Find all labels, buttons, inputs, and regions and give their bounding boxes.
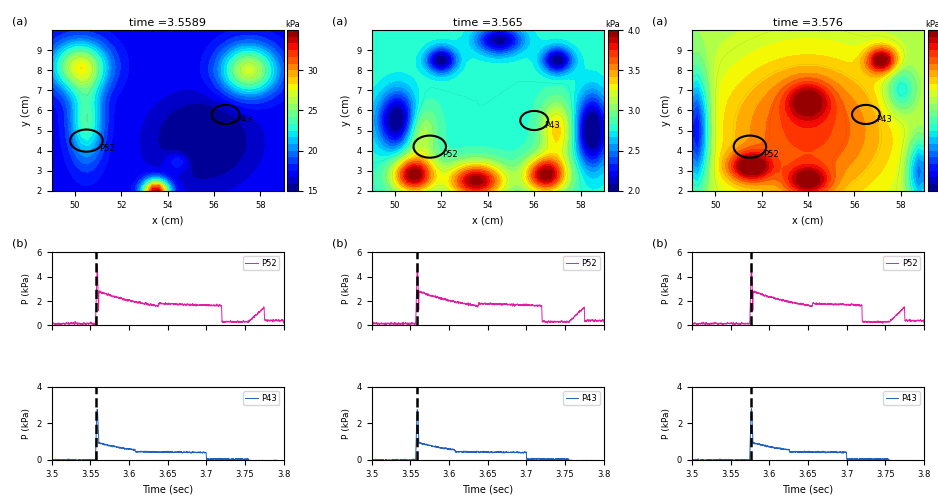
Y-axis label: y (cm): y (cm): [661, 95, 672, 126]
Title: kPa: kPa: [285, 20, 300, 29]
Text: P43: P43: [545, 120, 560, 130]
X-axis label: x (cm): x (cm): [793, 215, 824, 225]
Text: (a): (a): [653, 17, 668, 27]
Legend: P52: P52: [243, 256, 280, 270]
Text: (a): (a): [332, 17, 348, 27]
X-axis label: x (cm): x (cm): [472, 215, 504, 225]
Title: kPa: kPa: [605, 20, 620, 29]
Y-axis label: y (cm): y (cm): [21, 95, 31, 126]
Text: (b): (b): [653, 238, 668, 248]
Text: P43: P43: [236, 114, 251, 124]
X-axis label: Time (sec): Time (sec): [142, 484, 193, 494]
Legend: P52: P52: [884, 256, 920, 270]
Text: (a): (a): [12, 17, 28, 27]
X-axis label: x (cm): x (cm): [152, 215, 183, 225]
Text: P43: P43: [876, 114, 892, 124]
Text: P52: P52: [763, 150, 779, 158]
Title: time =3.576: time =3.576: [773, 18, 843, 28]
Y-axis label: P (kPa): P (kPa): [22, 274, 31, 304]
Title: kPa: kPa: [926, 20, 938, 29]
Y-axis label: y (cm): y (cm): [341, 95, 351, 126]
Title: time =3.5589: time =3.5589: [129, 18, 206, 28]
Y-axis label: P (kPa): P (kPa): [662, 274, 672, 304]
X-axis label: Time (sec): Time (sec): [782, 484, 834, 494]
Y-axis label: P (kPa): P (kPa): [23, 408, 31, 439]
Text: (b): (b): [12, 238, 28, 248]
X-axis label: Time (sec): Time (sec): [462, 484, 513, 494]
Title: time =3.565: time =3.565: [453, 18, 522, 28]
Y-axis label: P (kPa): P (kPa): [342, 274, 351, 304]
Legend: P52: P52: [563, 256, 599, 270]
Legend: P43: P43: [563, 391, 599, 405]
Legend: P43: P43: [884, 391, 920, 405]
Text: P52: P52: [443, 150, 458, 158]
Y-axis label: P (kPa): P (kPa): [662, 408, 672, 439]
Text: (b): (b): [332, 238, 348, 248]
Text: P52: P52: [99, 144, 114, 152]
Y-axis label: P (kPa): P (kPa): [342, 408, 351, 439]
Legend: P43: P43: [243, 391, 280, 405]
